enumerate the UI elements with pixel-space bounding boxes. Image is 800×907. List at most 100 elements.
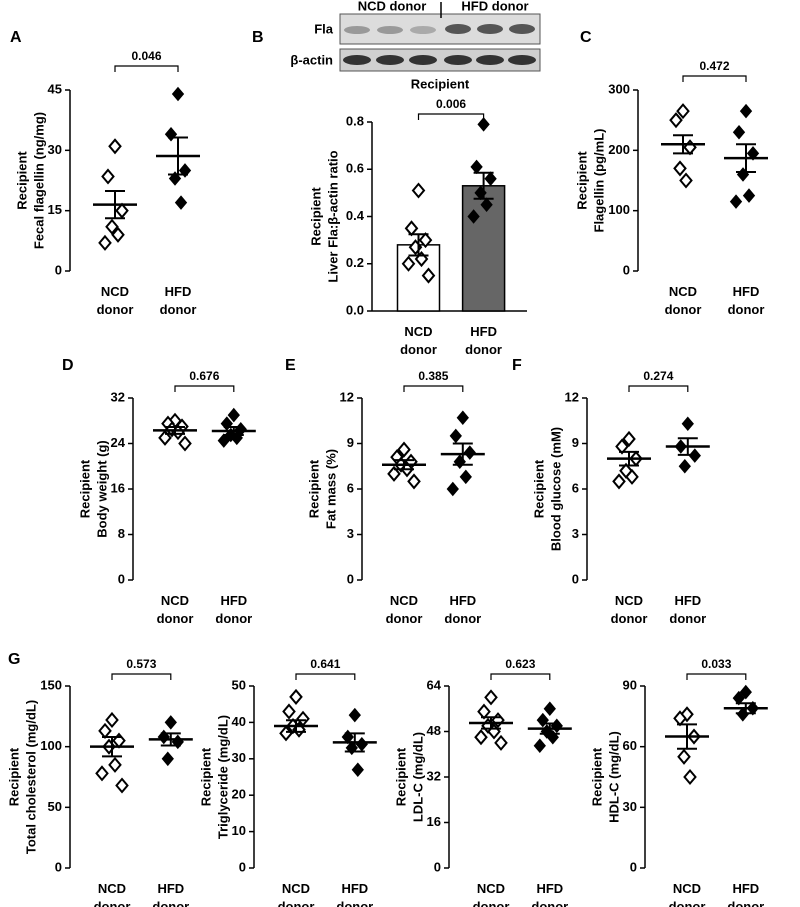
x-tick-label: HFD donor xyxy=(152,881,189,907)
y-axis-label: Blood glucose (mM) xyxy=(548,427,563,551)
x-tick-label: NCD donor xyxy=(94,881,131,907)
y-axis-label: Fat mass (%) xyxy=(323,449,338,529)
data-point xyxy=(355,736,368,752)
data-point xyxy=(282,703,296,720)
x-tick-label: NCD donor xyxy=(97,284,134,317)
data-point xyxy=(217,433,230,448)
y-tick-label: 64 xyxy=(427,677,442,692)
y-tick-label: 32 xyxy=(111,389,125,404)
data-point xyxy=(622,430,636,447)
panel-label: F xyxy=(512,357,522,374)
data-point xyxy=(105,218,119,235)
data-point xyxy=(467,209,480,224)
panel-label: E xyxy=(285,357,296,374)
y-tick-label: 60 xyxy=(623,738,637,753)
x-tick-label: HFD donor xyxy=(728,284,765,317)
y-tick-label: 0 xyxy=(55,262,62,277)
data-point xyxy=(494,734,508,751)
data-point xyxy=(108,756,122,773)
data-point xyxy=(679,172,693,189)
data-point xyxy=(676,103,690,120)
y-tick-label: 0.8 xyxy=(346,113,364,128)
y-tick-label: 3 xyxy=(572,526,579,541)
y-tick-label: 40 xyxy=(232,714,246,729)
panel-label: G xyxy=(8,651,20,668)
y-axis-label: Recipient xyxy=(198,747,213,806)
data-point xyxy=(477,703,491,720)
data-point xyxy=(678,458,691,474)
y-tick-label: 0 xyxy=(118,571,125,586)
x-tick-label: HFD donor xyxy=(531,881,568,907)
data-point xyxy=(669,112,683,129)
y-axis-label: Body weight (g) xyxy=(94,440,109,538)
data-point xyxy=(98,722,112,739)
y-tick-label: 48 xyxy=(427,723,441,738)
y-axis-label: Recipient xyxy=(531,459,546,518)
data-point xyxy=(101,168,115,185)
data-point xyxy=(456,410,469,425)
data-point xyxy=(732,124,746,140)
blot-strip xyxy=(339,48,541,72)
data-point xyxy=(98,234,112,251)
data-point xyxy=(615,438,629,455)
x-tick-label: HFD donor xyxy=(160,284,197,317)
x-tick-label: NCD donor xyxy=(278,881,315,907)
bracket xyxy=(174,385,235,392)
x-tick-label: NCD donor xyxy=(611,593,648,626)
y-tick-label: 9 xyxy=(572,435,579,450)
data-point xyxy=(739,103,753,119)
y-axis-label: Recipient xyxy=(14,151,29,210)
panel-label: C xyxy=(580,29,592,46)
y-axis-label: Fecal flagellin (ng/mg) xyxy=(31,112,46,249)
y-tick-label: 0 xyxy=(347,571,354,586)
y-tick-label: 0.0 xyxy=(346,302,364,317)
data-point xyxy=(171,86,185,102)
data-point xyxy=(463,445,476,460)
y-axis-label: Total cholesterol (mg/dL) xyxy=(23,700,38,854)
data-point xyxy=(683,768,697,786)
x-tick-label: HFD donor xyxy=(444,593,481,626)
y-axis-label: Recipient xyxy=(306,459,321,518)
data-point xyxy=(673,160,687,177)
data-point xyxy=(174,195,188,210)
blot-caption: Recipient xyxy=(411,76,470,91)
y-tick-label: 0 xyxy=(434,859,441,874)
data-point xyxy=(739,684,752,700)
x-tick-label: NCD donor xyxy=(386,593,423,626)
p-value: 0.676 xyxy=(189,369,219,383)
x-tick-label: NCD donor xyxy=(157,593,194,626)
p-value: 0.385 xyxy=(418,369,448,383)
y-tick-label: 12 xyxy=(340,389,354,404)
data-point xyxy=(681,416,694,432)
y-tick-label: 6 xyxy=(347,480,354,495)
data-point xyxy=(108,138,122,155)
x-tick-label: HFD donor xyxy=(669,593,706,626)
y-tick-label: 0.6 xyxy=(346,161,364,176)
y-tick-label: 50 xyxy=(232,677,246,692)
bracket xyxy=(628,385,689,392)
y-tick-label: 30 xyxy=(48,142,62,157)
data-point xyxy=(404,220,419,237)
y-tick-label: 200 xyxy=(608,142,630,157)
x-tick-label: NCD donor xyxy=(473,881,510,907)
p-value: 0.274 xyxy=(643,369,673,383)
blot-group-label: NCD donor xyxy=(358,0,427,13)
y-tick-label: 9 xyxy=(347,435,354,450)
data-point xyxy=(732,690,745,706)
data-point xyxy=(474,729,488,746)
data-point xyxy=(178,435,192,452)
data-point xyxy=(111,226,125,243)
bracket xyxy=(686,673,747,680)
y-tick-label: 30 xyxy=(232,750,246,765)
y-axis-label: Triglyceride (mg/dL) xyxy=(215,715,230,839)
data-point xyxy=(164,715,177,730)
bracket xyxy=(490,673,551,680)
y-axis-label: Liver Fla:β-actin ratio xyxy=(325,150,340,282)
y-tick-label: 0 xyxy=(55,859,62,874)
data-point xyxy=(484,171,497,186)
y-tick-label: 90 xyxy=(623,677,637,692)
data-point xyxy=(677,748,691,765)
y-tick-label: 15 xyxy=(48,202,62,217)
p-value: 0.641 xyxy=(310,657,340,671)
